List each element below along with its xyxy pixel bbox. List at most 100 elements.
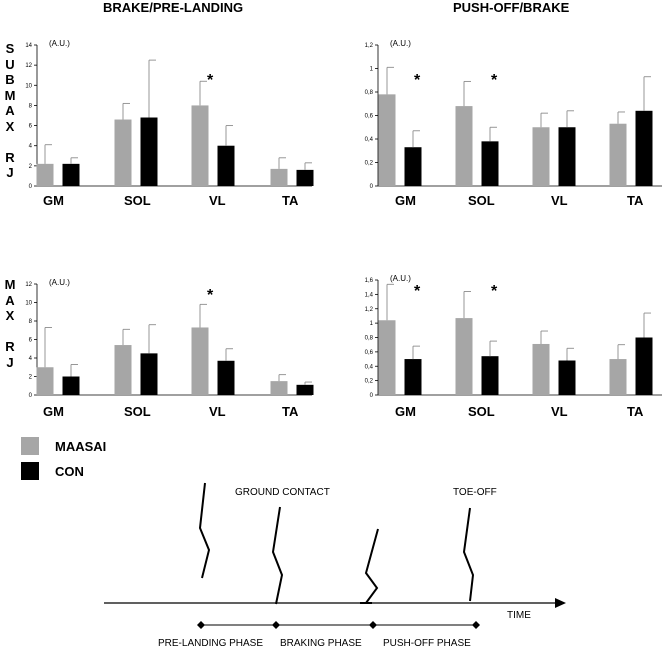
legend-label-con: CON	[55, 463, 84, 479]
category-label-gm: GM	[395, 404, 416, 419]
bar-con-ta	[296, 384, 314, 395]
runner-leg-ground-contact	[271, 506, 284, 605]
chart-panel-1: 0 2 4 6 8 10 12 14 (A.U.) GM SOL VL TA *	[25, 39, 314, 208]
y-tick-label: 4	[29, 144, 33, 150]
phase-marker	[369, 621, 377, 629]
y-tick-label: 1,2	[365, 307, 374, 313]
y-axis-unit-label: (A.U.)	[49, 39, 70, 48]
y-tick-label: 0	[29, 184, 33, 190]
y-tick-label: 0	[29, 393, 33, 399]
bar-maasai-vl	[532, 127, 550, 186]
y-tick-label: 1	[370, 67, 374, 73]
category-label-gm: GM	[395, 193, 416, 208]
label-pre-landing-phase: PRE-LANDING PHASE	[158, 638, 263, 649]
category-label-sol: SOL	[124, 193, 151, 208]
legend-swatch-con	[21, 462, 39, 480]
y-tick-label: 8	[29, 319, 33, 325]
gait-phase-diagram: GROUND CONTACT TOE-OFF TIME PRE-LANDING …	[104, 482, 566, 649]
bar-maasai-gm	[36, 163, 54, 186]
y-tick-label: 2	[29, 164, 33, 170]
category-label-vl: VL	[551, 404, 568, 419]
y-tick-label: 0,8	[365, 90, 374, 96]
category-label-sol: SOL	[468, 193, 495, 208]
category-label-ta: TA	[627, 404, 644, 419]
bar-maasai-vl	[532, 343, 550, 395]
label-toe-off: TOE-OFF	[453, 487, 497, 498]
y-tick-label: 0,2	[365, 379, 374, 385]
runner-leg-braking	[360, 528, 379, 604]
label-braking-phase: BRAKING PHASE	[280, 638, 362, 649]
bar-maasai-ta	[609, 359, 627, 395]
bar-con-gm	[404, 147, 422, 186]
significance-star: *	[414, 283, 421, 300]
y-tick-label: 0	[370, 184, 374, 190]
runner-leg-pre-landing	[198, 482, 211, 579]
category-label-gm: GM	[43, 404, 64, 419]
category-label-ta: TA	[282, 193, 299, 208]
y-tick-label: 14	[25, 43, 32, 49]
category-label-vl: VL	[551, 193, 568, 208]
category-label-ta: TA	[282, 404, 299, 419]
category-label-vl: VL	[209, 404, 226, 419]
legend-swatch-maasai	[21, 437, 39, 455]
y-tick-label: 2	[29, 375, 33, 381]
bar-con-gm	[404, 359, 422, 395]
bar-maasai-gm	[378, 94, 396, 186]
y-tick-label: 10	[25, 301, 32, 307]
bar-con-ta	[296, 169, 314, 186]
category-label-gm: GM	[43, 193, 64, 208]
bar-maasai-gm	[36, 367, 54, 395]
y-tick-label: 12	[25, 282, 32, 288]
bar-maasai-sol	[455, 106, 473, 186]
y-axis-unit-label: (A.U.)	[390, 274, 411, 283]
y-tick-label: 6	[29, 124, 33, 130]
y-tick-label: 12	[25, 63, 32, 69]
bar-maasai-vl	[191, 105, 209, 186]
label-time: TIME	[507, 610, 531, 621]
category-label-sol: SOL	[468, 404, 495, 419]
chart-panel-4: 0 0,2 0,4 0,6 0,8 1 1,2 1,4 1,6 (A.U.) GM SOL VL TA * *	[365, 274, 662, 419]
y-tick-label: 0,2	[365, 161, 374, 167]
y-tick-label: 0,4	[365, 137, 374, 143]
chart-panel-2: 0 0,2 0,4 0,6 0,8 1 1,2 (A.U.) GM SOL VL TA * *	[365, 39, 662, 208]
category-label-ta: TA	[627, 193, 644, 208]
bar-con-ta	[635, 110, 653, 186]
y-tick-label: 0,6	[365, 114, 374, 120]
column-title-push-off-brake: PUSH-OFF/BRAKE	[453, 0, 570, 15]
y-tick-label: 0,6	[365, 350, 374, 356]
y-tick-label: 6	[29, 338, 33, 344]
category-label-vl: VL	[209, 193, 226, 208]
bar-maasai-sol	[455, 318, 473, 395]
bar-con-sol	[481, 141, 499, 186]
label-push-off-phase: PUSH-OFF PHASE	[383, 638, 471, 649]
y-tick-label: 0,8	[365, 336, 374, 342]
bar-con-vl	[558, 127, 576, 186]
y-tick-label: 1	[370, 321, 374, 327]
significance-star: *	[491, 72, 498, 89]
bar-con-vl	[558, 360, 576, 395]
label-ground-contact: GROUND CONTACT	[235, 487, 330, 498]
bar-con-vl	[217, 145, 235, 186]
bar-con-vl	[217, 360, 235, 395]
bar-con-gm	[62, 163, 80, 186]
row-label-submax-rj: S U B M A X R J	[4, 41, 16, 180]
y-tick-label: 0	[370, 393, 374, 399]
y-axis-unit-label: (A.U.)	[390, 39, 411, 48]
runner-leg-toe-off	[462, 507, 475, 602]
y-axis-unit-label: (A.U.)	[49, 278, 70, 287]
significance-star: *	[491, 283, 498, 300]
bar-maasai-sol	[114, 119, 132, 186]
significance-star: *	[414, 72, 421, 89]
bar-maasai-sol	[114, 345, 132, 395]
category-label-sol: SOL	[124, 404, 151, 419]
significance-star: *	[207, 72, 214, 89]
bar-con-sol	[140, 353, 158, 395]
bar-maasai-ta	[270, 381, 288, 395]
bar-con-gm	[62, 376, 80, 395]
legend-label-maasai: MAASAI	[55, 438, 107, 454]
y-tick-label: 8	[29, 103, 33, 109]
y-tick-label: 1,4	[365, 292, 374, 298]
phase-marker	[472, 621, 480, 629]
chart-panel-3: 0 2 4 6 8 10 12 (A.U.) GM SOL VL TA *	[25, 278, 314, 419]
